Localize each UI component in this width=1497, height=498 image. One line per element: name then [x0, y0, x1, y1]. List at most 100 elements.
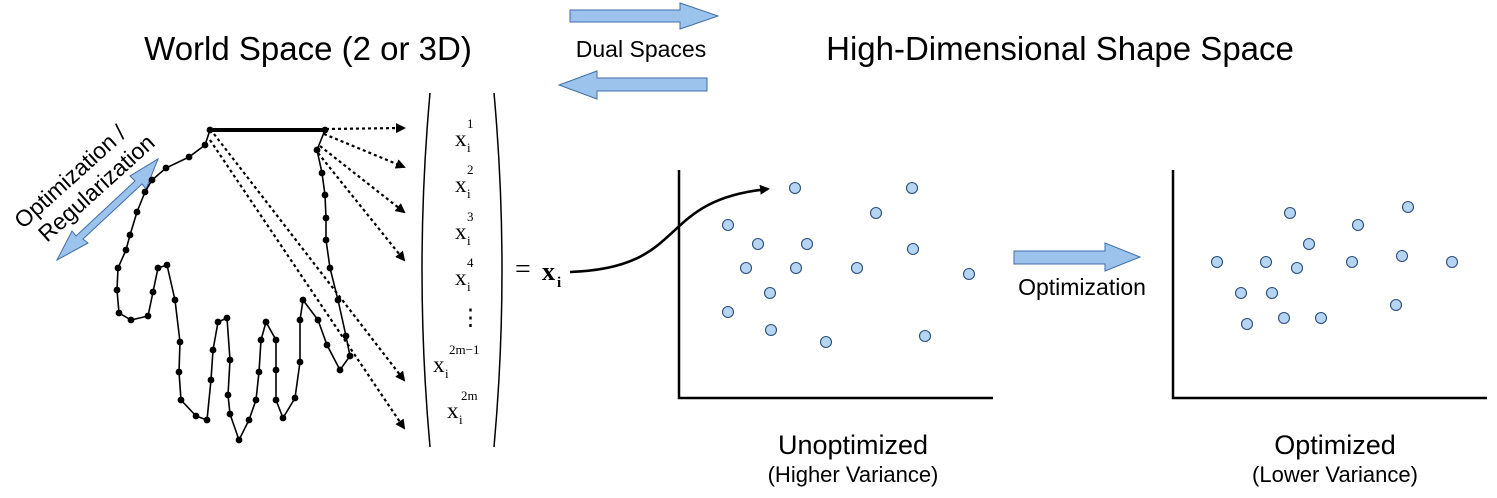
landmark-dot [163, 261, 171, 269]
landmark-dot [262, 318, 270, 326]
landmark-dot [257, 336, 265, 344]
landmark-dot [252, 396, 260, 404]
dual-spaces-arrows [557, 2, 720, 100]
shape-vector-symbol: x [542, 257, 555, 286]
landmark-dot [314, 316, 322, 324]
shape-point [763, 286, 777, 300]
shape-point [1401, 200, 1415, 214]
shape-point [800, 237, 814, 251]
entry-superscript: 2 [467, 162, 474, 177]
landmark-dot [133, 208, 141, 216]
shape-point [1290, 261, 1304, 275]
shape-point [1351, 218, 1365, 232]
shape-point [721, 305, 735, 319]
landmark-dot [226, 356, 234, 364]
entry-superscript: 2m−1 [449, 342, 479, 357]
landmark-dot [321, 191, 329, 199]
dotted-arrow-5 [213, 133, 406, 382]
landmark-dot [235, 436, 243, 444]
hand-contour [113, 126, 354, 444]
entry-base: x [455, 219, 467, 244]
shape-point [1302, 237, 1316, 251]
landmark-dot [342, 332, 350, 340]
landmark-dot [207, 376, 215, 384]
landmark-dot [223, 314, 231, 322]
shape-point [1345, 255, 1359, 269]
landmark-dot [255, 368, 263, 376]
landmark-dot [175, 368, 183, 376]
landmark-dot [126, 231, 134, 239]
shape-point [1395, 249, 1409, 263]
landmark-dot [176, 338, 184, 346]
hand-landmarks [113, 126, 354, 444]
shape-point [1240, 317, 1254, 331]
landmark-dot [148, 176, 156, 184]
shape-point [789, 261, 803, 275]
optimized-subtitle: (Lower Variance) [1252, 462, 1418, 487]
dotted-arrow-1 [325, 123, 406, 134]
landmark-dot [206, 126, 214, 134]
vector-entry: x 2m i [447, 388, 478, 427]
shape-point [1277, 311, 1291, 325]
landmark-dot [154, 264, 162, 272]
landmark-dot [177, 396, 185, 404]
shape-point [905, 181, 919, 195]
landmark-vector: x 1 i x 2 i x 3 i x 4 i ⋮ x 2m−1 i x 2m … [421, 92, 561, 448]
vector-entry: x 4 i [455, 255, 474, 294]
landmark-dot [296, 358, 304, 366]
entry-subscript: i [445, 366, 449, 381]
unoptimized-axes [677, 170, 993, 400]
entry-superscript: 1 [467, 116, 474, 131]
entry-base: x [455, 172, 467, 197]
double-block-arrow [55, 157, 160, 262]
entry-subscript: i [467, 279, 471, 294]
optimization-arrow-label: Optimization [1018, 274, 1146, 300]
shape-point [764, 323, 778, 337]
world-space-title: World Space (2 or 3D) [144, 30, 472, 67]
landmark-dot [299, 296, 307, 304]
right-paren [493, 92, 503, 448]
right-block-arrow [569, 2, 720, 30]
shape-point [788, 181, 802, 195]
landmark-dot [115, 309, 123, 317]
optimization-regularization-arrow [55, 157, 160, 262]
left-block-arrow [557, 70, 708, 100]
vector-entry: x 2 i [455, 162, 474, 201]
shape-point [962, 267, 976, 281]
vector-entry: x 2m−1 i [433, 342, 479, 381]
dual-spaces-label: Dual Spaces [576, 36, 706, 62]
dotted-arrow-2 [323, 132, 406, 169]
landmark-dot [226, 410, 234, 418]
landmark-dot [291, 394, 299, 402]
equals-sign: = [515, 254, 531, 285]
vector-ellipsis: ⋮ [459, 305, 482, 330]
shape-point [1445, 255, 1459, 269]
landmark-dot [272, 336, 280, 344]
landmark-dot [322, 214, 330, 222]
landmark-dot [149, 288, 157, 296]
shape-vector-subscript: i [557, 275, 561, 291]
entry-base: x [433, 352, 445, 377]
optimized-axes [1171, 170, 1487, 400]
left-paren [421, 92, 431, 448]
dotted-arrow-4 [317, 152, 406, 262]
landmark-dot [203, 416, 211, 424]
entry-base: x [455, 265, 467, 290]
landmark-dot [323, 341, 331, 349]
entry-subscript: i [467, 186, 471, 201]
landmark-dot [224, 391, 232, 399]
vector-entry: x 1 i [455, 116, 474, 155]
landmark-dot [322, 236, 330, 244]
landmark-dot [122, 246, 130, 254]
shape-point [1265, 286, 1279, 300]
optimized-plot: Optimized (Lower Variance) [1171, 170, 1487, 487]
shape-point [739, 261, 753, 275]
landmark-dot [346, 352, 354, 360]
landmark-dot [114, 264, 122, 272]
entry-base: x [455, 126, 467, 151]
landmark-dot [113, 286, 121, 294]
shape-point [906, 242, 920, 256]
landmark-dot [171, 296, 179, 304]
unoptimized-points [721, 181, 976, 349]
